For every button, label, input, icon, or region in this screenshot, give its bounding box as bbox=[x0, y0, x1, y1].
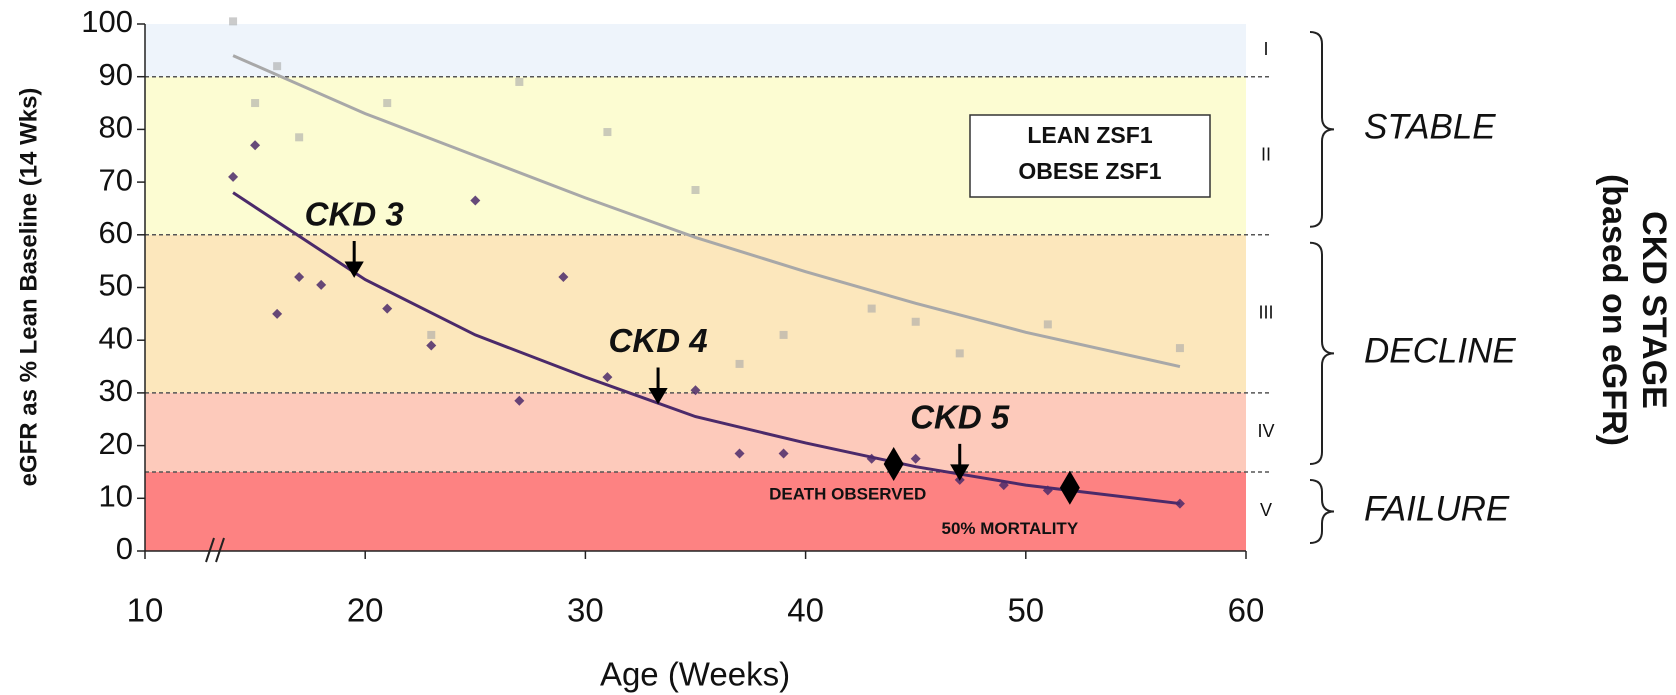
axis-break bbox=[215, 537, 225, 563]
x-tick-label: 60 bbox=[1228, 592, 1265, 629]
stage-band bbox=[145, 234, 1246, 393]
data-point bbox=[470, 195, 481, 206]
right-subtitle: (based on eGFR) bbox=[1595, 174, 1633, 446]
y-tick-label: 50 bbox=[99, 268, 133, 303]
data-point bbox=[1175, 344, 1184, 353]
y-tick-label: 80 bbox=[99, 110, 133, 145]
data-point bbox=[998, 480, 1009, 491]
data-point bbox=[294, 271, 305, 282]
legend-entry: LEAN ZSF1 bbox=[1027, 122, 1152, 148]
data-point bbox=[1174, 498, 1185, 509]
y-tick-label: 20 bbox=[99, 426, 133, 461]
y-tick-label: 60 bbox=[99, 215, 133, 250]
data-point bbox=[602, 372, 613, 383]
data-point bbox=[955, 349, 964, 358]
data-point bbox=[426, 340, 437, 351]
legend-entry: OBESE ZSF1 bbox=[1018, 158, 1161, 184]
y-axis-title: eGFR as % Lean Baseline (14 Wks) bbox=[15, 88, 42, 487]
y-tick-label: 0 bbox=[116, 531, 133, 566]
data-point bbox=[273, 62, 282, 71]
annotation-arrow bbox=[950, 443, 970, 481]
event-marker bbox=[883, 447, 904, 482]
x-tick-label: 20 bbox=[347, 592, 384, 629]
brace bbox=[1309, 241, 1335, 465]
data-point bbox=[272, 308, 283, 319]
trend-line bbox=[232, 191, 1181, 506]
data-point bbox=[382, 303, 393, 314]
data-point bbox=[228, 171, 239, 182]
annotation-text: CKD 5 bbox=[910, 399, 1010, 436]
data-point bbox=[383, 99, 392, 108]
event-label: DEATH OBSERVED bbox=[769, 485, 926, 504]
data-point bbox=[558, 271, 569, 282]
data-point bbox=[734, 448, 745, 459]
data-point bbox=[427, 330, 436, 339]
data-point bbox=[316, 279, 327, 290]
x-tick-label: 40 bbox=[787, 592, 824, 629]
data-point bbox=[295, 133, 304, 142]
x-tick-label: 30 bbox=[567, 592, 604, 629]
data-point bbox=[778, 448, 789, 459]
brace bbox=[1309, 31, 1335, 228]
stage-band bbox=[145, 24, 1246, 77]
data-point bbox=[911, 317, 920, 326]
x-tick-label: 10 bbox=[127, 592, 164, 629]
annotation-arrow bbox=[648, 367, 668, 405]
data-point bbox=[691, 186, 700, 195]
data-point bbox=[514, 395, 525, 406]
data-point bbox=[250, 140, 261, 151]
group-label: STABLE bbox=[1364, 108, 1496, 147]
y-tick-label: 70 bbox=[99, 162, 133, 197]
data-point bbox=[779, 330, 788, 339]
stage-label: III bbox=[1258, 303, 1273, 323]
y-tick-label: 30 bbox=[99, 373, 133, 408]
stage-label: V bbox=[1260, 500, 1272, 520]
event-label: 50% MORTALITY bbox=[942, 519, 1079, 538]
stage-band bbox=[145, 392, 1246, 472]
data-point bbox=[910, 453, 921, 464]
data-point bbox=[1043, 320, 1052, 329]
data-point bbox=[251, 99, 260, 108]
group-label: FAILURE bbox=[1364, 490, 1510, 529]
data-point bbox=[866, 453, 877, 464]
stage-label: I bbox=[1263, 39, 1268, 59]
x-axis-title: Age (Weeks) bbox=[600, 656, 790, 693]
y-tick-label: 40 bbox=[99, 320, 133, 355]
data-point bbox=[229, 17, 238, 26]
y-tick-label: 90 bbox=[99, 57, 133, 92]
data-point bbox=[690, 385, 701, 396]
stage-label: IV bbox=[1257, 421, 1274, 441]
annotation-text: CKD 3 bbox=[305, 196, 404, 233]
brace bbox=[1309, 478, 1335, 544]
data-point bbox=[515, 77, 524, 86]
y-tick-label: 100 bbox=[81, 4, 133, 39]
data-point bbox=[603, 128, 612, 137]
group-label: DECLINE bbox=[1364, 332, 1516, 371]
event-marker bbox=[1059, 470, 1080, 505]
plot bbox=[228, 17, 1185, 509]
x-tick-label: 50 bbox=[1007, 592, 1044, 629]
data-point bbox=[735, 359, 744, 368]
legend-box bbox=[969, 114, 1211, 198]
annotation-arrow bbox=[344, 240, 364, 278]
stage-label: II bbox=[1261, 145, 1271, 165]
y-tick-label: 10 bbox=[99, 478, 133, 513]
annotation-text: CKD 4 bbox=[609, 322, 708, 359]
right-title: CKD STAGE bbox=[1635, 211, 1673, 409]
data-point bbox=[867, 304, 876, 313]
data-point bbox=[1042, 485, 1053, 496]
axis-break bbox=[205, 537, 215, 563]
trend-line bbox=[232, 54, 1181, 369]
stage-band bbox=[145, 471, 1246, 551]
